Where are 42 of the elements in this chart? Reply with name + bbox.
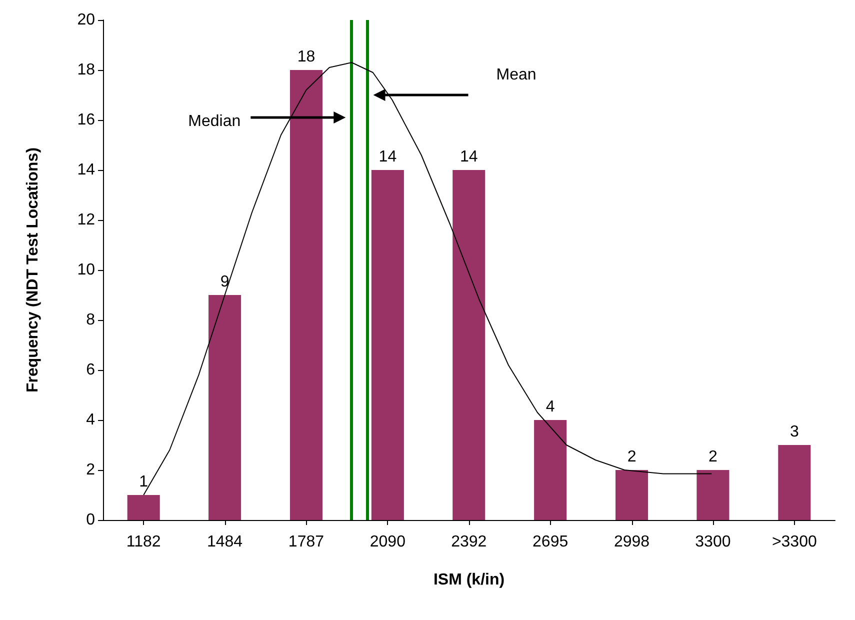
data-label: 3: [790, 424, 799, 440]
bar: [127, 495, 160, 520]
bar: [534, 420, 567, 520]
y-tick-label: 20: [77, 12, 96, 28]
bar: [208, 295, 242, 520]
data-label: 14: [378, 148, 397, 166]
y-tick-label: 2: [86, 462, 96, 478]
data-label: 9: [220, 274, 230, 290]
y-tick-label: 8: [86, 312, 96, 328]
x-tick-label: 2090: [370, 534, 406, 550]
y-tick-label: 16: [77, 112, 96, 128]
data-label: 2: [627, 448, 636, 466]
bar: [778, 445, 811, 520]
data-label: 2: [708, 448, 718, 466]
bar: [616, 470, 648, 520]
y-axis-title: Frequency (NDT Test Locations): [24, 147, 42, 393]
x-tick-label: 2998: [614, 534, 650, 550]
y-tick-label: 10: [77, 262, 96, 278]
data-label: 4: [546, 398, 555, 416]
x-tick-label: 2695: [532, 534, 568, 550]
y-tick-label: 14: [77, 162, 96, 178]
y-tick-label: 0: [86, 512, 96, 528]
y-tick-label: 12: [77, 212, 96, 228]
x-tick-label: 1182: [126, 534, 161, 550]
data-label: 14: [460, 148, 478, 166]
bar: [696, 470, 730, 520]
x-tick-label: >3300: [772, 534, 817, 550]
y-tick-label: 4: [86, 412, 96, 428]
data-label: 18: [297, 48, 316, 66]
bar: [371, 170, 404, 520]
x-tick-label: 2392: [451, 534, 487, 550]
bar: [290, 70, 322, 520]
x-tick-label: 1484: [206, 534, 243, 550]
data-label: 1: [139, 474, 148, 490]
annotation: Mean: [496, 66, 536, 84]
x-tick-label: 3300: [695, 534, 731, 550]
bar: [452, 170, 486, 520]
y-tick-label: 18: [77, 62, 96, 78]
x-axis-title: ISM (k/in): [433, 572, 505, 588]
y-tick-label: 6: [86, 362, 96, 378]
annotation: Median: [188, 113, 241, 130]
x-tick-label: 1787: [288, 534, 324, 550]
